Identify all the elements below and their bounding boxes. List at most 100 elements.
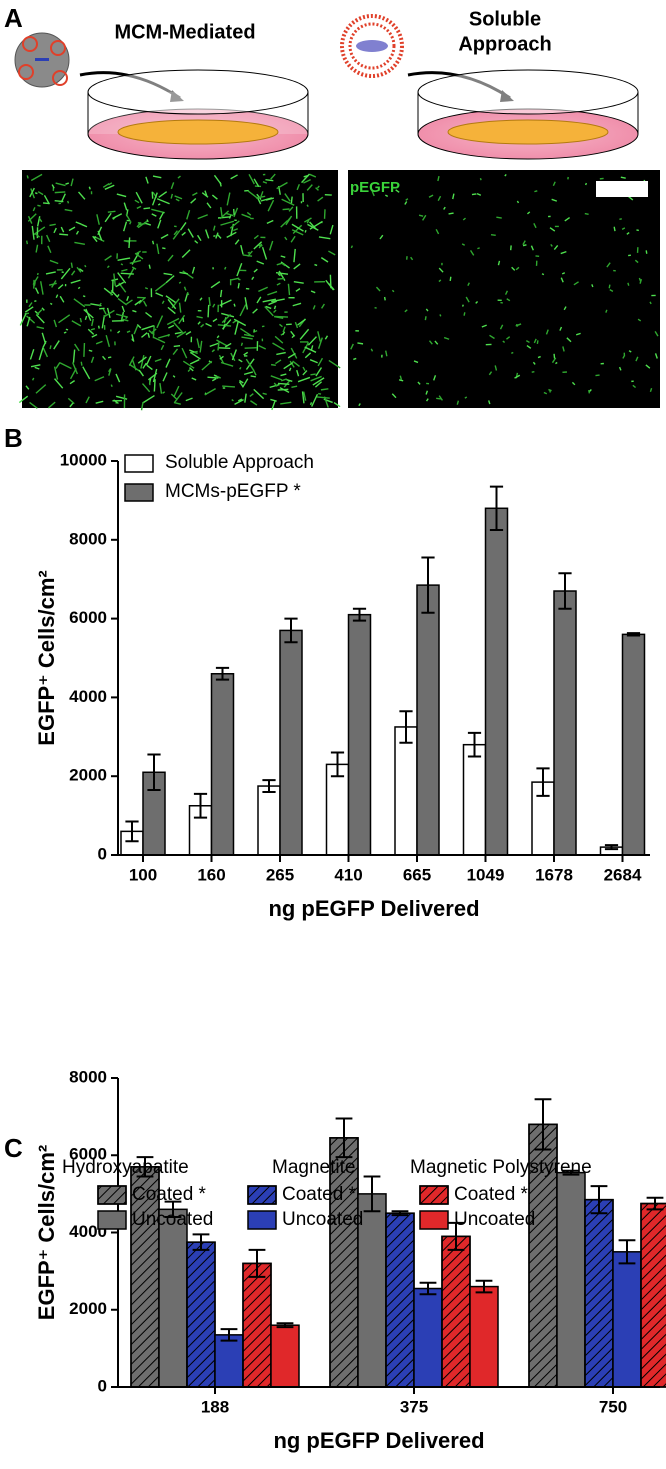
panel-title: Soluble — [469, 8, 541, 30]
cell — [170, 393, 178, 400]
cell — [72, 349, 76, 363]
cell — [55, 294, 59, 299]
cell — [271, 401, 276, 411]
cell — [204, 387, 216, 396]
cell — [92, 235, 98, 243]
cell — [280, 401, 292, 405]
cell — [104, 184, 115, 190]
cell — [173, 230, 178, 236]
legend-swatch — [97, 1210, 127, 1230]
cell — [222, 385, 235, 388]
cell — [246, 211, 252, 216]
cell — [309, 173, 317, 178]
cell — [36, 216, 41, 227]
cell — [262, 298, 277, 303]
cell — [170, 193, 174, 199]
cell — [425, 308, 429, 312]
cell — [318, 236, 331, 240]
cell — [104, 212, 112, 223]
cell — [247, 251, 251, 254]
cell — [511, 266, 516, 271]
cell — [172, 229, 181, 240]
cell — [293, 248, 296, 263]
error-bar — [447, 1221, 465, 1251]
cell — [77, 286, 81, 290]
cell — [309, 359, 318, 364]
cell — [157, 203, 161, 206]
error-bar — [604, 844, 619, 851]
cell — [141, 383, 151, 393]
cell — [101, 315, 106, 329]
cell — [635, 356, 639, 362]
cell — [47, 401, 56, 409]
cell — [37, 204, 41, 207]
cell — [35, 384, 47, 394]
error-bar — [618, 1239, 636, 1265]
cell — [310, 375, 322, 382]
x-tick-label: 1049 — [467, 865, 505, 884]
cell — [256, 260, 265, 265]
cell — [136, 324, 142, 329]
cell — [456, 400, 460, 405]
cell — [270, 375, 283, 381]
cell — [187, 368, 191, 373]
cell — [273, 305, 277, 310]
cell — [36, 326, 45, 330]
cell — [207, 376, 219, 379]
cell — [516, 200, 520, 204]
cell — [113, 273, 117, 286]
cell — [85, 396, 90, 404]
cell — [185, 397, 193, 402]
bar — [214, 1334, 244, 1388]
legend-group-title: Hydroxyapatite — [62, 1157, 189, 1178]
cell — [95, 400, 104, 404]
error-bar — [262, 779, 276, 793]
cell — [88, 186, 91, 190]
cell — [294, 321, 299, 329]
cell — [120, 311, 125, 322]
cell — [131, 338, 134, 341]
cell — [645, 364, 651, 369]
cell — [146, 364, 153, 371]
cell — [552, 181, 556, 187]
cell — [562, 346, 565, 352]
cell — [117, 298, 128, 306]
cell — [219, 210, 230, 220]
error-bar — [276, 1322, 294, 1329]
cell — [256, 296, 262, 304]
cell — [127, 267, 135, 279]
cell — [270, 398, 277, 402]
cell — [271, 298, 285, 303]
cell — [220, 220, 235, 226]
error-bar — [534, 1098, 552, 1151]
cell — [215, 232, 219, 239]
y-tick-label: 0 — [98, 844, 107, 863]
cell — [560, 277, 564, 283]
cell — [140, 355, 145, 369]
cell — [241, 378, 249, 388]
cell — [398, 379, 404, 382]
bar-hatch — [640, 1202, 666, 1388]
cell — [272, 342, 285, 351]
cell — [606, 262, 611, 268]
cell — [129, 259, 142, 264]
cell — [621, 227, 626, 230]
cell — [113, 399, 119, 404]
cell — [29, 401, 38, 409]
cell — [238, 358, 243, 363]
cell — [181, 231, 186, 236]
cell — [207, 304, 210, 318]
cell — [57, 284, 64, 290]
cell — [321, 303, 325, 309]
cell — [37, 191, 44, 196]
cell — [173, 322, 184, 334]
bar — [325, 763, 350, 856]
scale-bar — [596, 181, 648, 197]
cell — [211, 378, 217, 382]
cell — [462, 217, 466, 221]
cell — [29, 187, 35, 198]
cell — [186, 209, 191, 220]
cell — [31, 225, 35, 240]
cell — [497, 260, 501, 266]
cell — [143, 207, 151, 210]
